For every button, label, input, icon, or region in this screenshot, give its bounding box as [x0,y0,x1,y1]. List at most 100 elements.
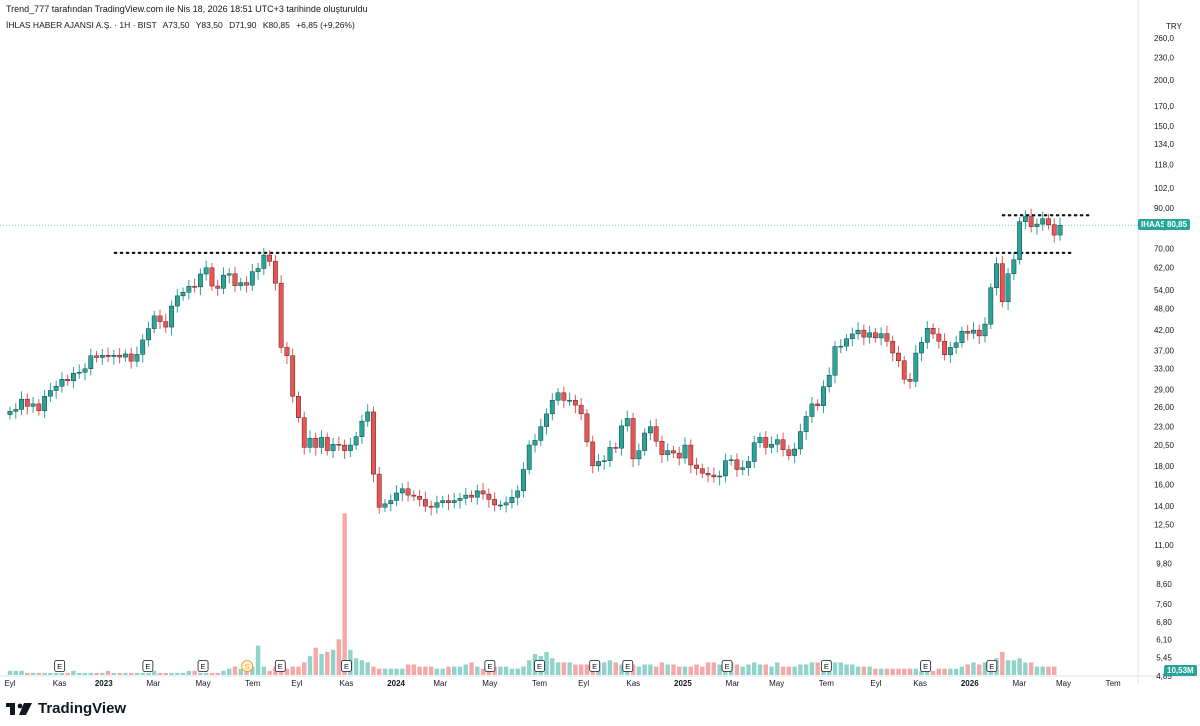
candle-up [596,461,601,467]
volume-bar [192,670,197,675]
candle-down [872,332,878,339]
volume-bar [53,672,59,675]
candle-up [751,442,757,462]
volume-bar [71,670,76,675]
price-tick-label: 62,00 [1154,264,1175,273]
volume-bar [215,672,220,675]
volume-bar [1046,666,1051,675]
volume-bar [602,662,607,675]
candle-up [180,292,186,297]
price-tick-label: 7,60 [1156,600,1172,609]
candle-up [88,355,94,369]
time-tick-label: 2024 [387,679,405,688]
candle-up [521,469,526,492]
event-marker-label: E [344,662,349,671]
volume-bar [982,662,988,675]
volume-bar [100,672,105,675]
volume-bar [400,668,405,675]
volume-bar [336,639,342,675]
event-marker-label: E [487,662,492,671]
candle-down [942,340,948,356]
candle-up [238,282,244,286]
price-tick-label: 102,0 [1154,184,1175,193]
candle-down [699,468,705,474]
candle-up [953,342,959,348]
candle-down [780,439,786,450]
volume-bar [757,664,763,675]
symbol-name[interactable]: İHLAS HABER AJANSI A.Ş. · 1H · BIST [6,20,157,30]
volume-bar [573,664,578,675]
candle-up [919,342,924,354]
volume-bar [578,664,584,675]
volume-bar [1028,662,1034,675]
time-axis[interactable]: Eyl Kas 2023 Mar May Tem Eyl Kas 2024 Mar May Tem Ey… [4,679,1121,688]
volume-bar [861,666,867,675]
earnings-marker [142,660,154,672]
volume-bar [307,656,313,675]
event-marker-label: E [537,662,542,671]
candle-up [347,444,353,451]
candle-up [388,500,394,505]
time-tick-label: May [769,679,784,688]
currency-label[interactable]: TRY [1166,22,1182,31]
candle-up [607,447,613,461]
candle-up [746,461,751,468]
volume-bar [469,662,474,675]
volume-bar [65,672,70,675]
candle-down [671,450,676,454]
volume-bar [902,668,907,675]
volume-bar [411,664,417,675]
volume-bar [873,668,878,675]
candle-up [682,444,688,459]
candle-down [296,396,301,418]
volume-bar [567,662,572,675]
candle-up [1005,273,1011,303]
time-tick-label: May [482,679,497,688]
volume-bar [798,664,803,675]
time-tick-label: Tem [1106,679,1121,688]
volume-bar [1005,660,1011,675]
price-axis[interactable]: 260,0 230,0 200,0 170,0 150,0 134,0 118,0 102,0… [1154,34,1175,681]
earnings-marker [534,660,545,672]
volume-bar [77,672,82,675]
candle-up [382,503,388,508]
volume-bar [977,664,982,675]
volume-bar [30,672,36,675]
candle-up [624,418,630,427]
volume-bar [446,666,451,675]
volume-bar [423,666,428,675]
volume-bar [1011,660,1017,675]
time-tick-label: Kas [913,679,927,688]
volume-bar [619,664,624,675]
price-tick-label: 11,00 [1154,541,1174,550]
candle-up [1034,223,1040,227]
volume-bar [330,649,336,675]
volume-bar [382,668,388,675]
volume-bar [648,664,653,675]
volume-bar [740,666,745,675]
volume-bar [896,668,901,675]
open-value: A73,50 [162,20,190,30]
candle-down [590,441,596,467]
candle-down [561,392,567,401]
volume-bar [48,672,53,675]
event-marker-label: E [278,662,283,671]
candle-down [676,452,682,459]
price-tick-label: 37,00 [1154,346,1175,355]
time-tick-label: Tem [245,679,260,688]
volume-bar [157,672,163,675]
candle-up [463,494,469,499]
earnings-marker [721,660,733,672]
time-tick-label: Kas [53,679,67,688]
volume-bar [82,672,88,675]
volume-bar [296,666,301,675]
volume-bar [867,666,872,675]
event-marker-label: E [201,662,206,671]
candle-up [913,352,919,382]
candle-up [538,426,544,441]
volume-bar [803,664,809,675]
price-tick-label: 54,00 [1154,286,1175,295]
ticker-tag: IHAAS [1138,219,1169,231]
volume-bar [653,666,659,675]
